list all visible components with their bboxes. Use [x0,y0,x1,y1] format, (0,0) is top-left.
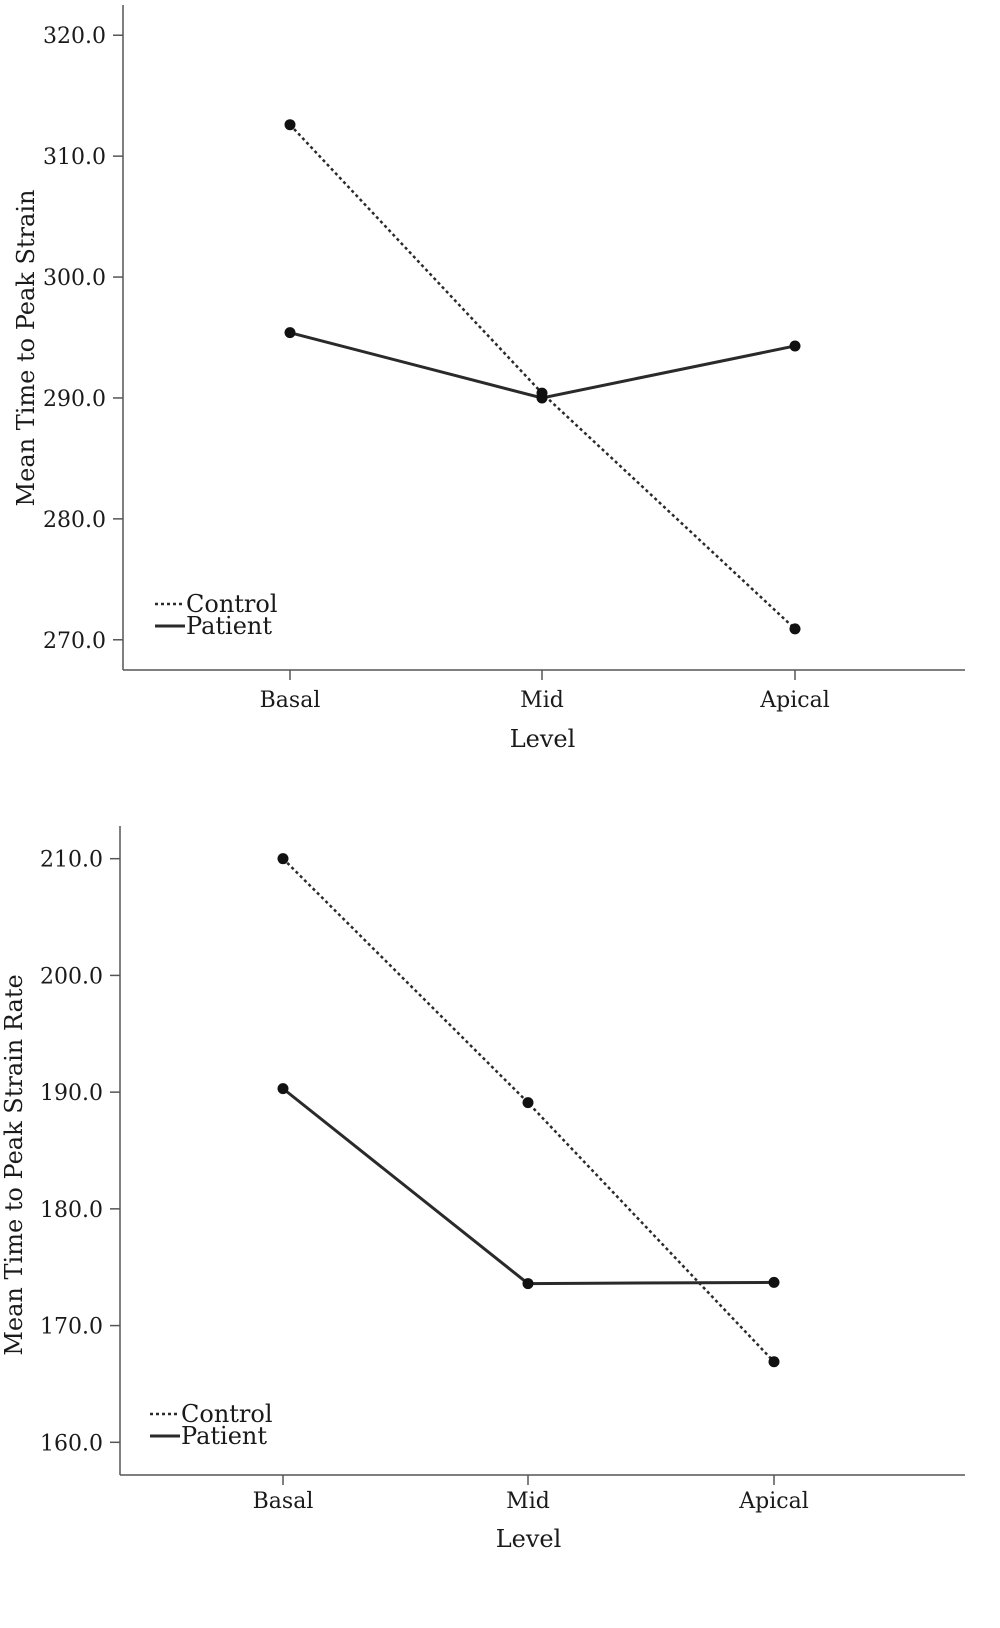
x-tick-label-apical: Apical [759,688,829,713]
data-point-control-basal [284,119,296,131]
data-point-control-apical [768,1356,780,1368]
y-tick-label: 210.0 [40,848,103,873]
y-tick-label: 170.0 [40,1315,103,1340]
y-tick-label: 310.0 [43,145,106,170]
data-point-patient-mid [522,1278,534,1290]
x-tick-label-mid: Mid [520,688,564,713]
y-tick-label: 320.0 [43,24,106,49]
x-tick-label-basal: Basal [260,688,321,713]
y-axis-title: Mean Time to Peak Strain Rate [0,974,28,1355]
chart-1: 270.0 280.0 290.0 300.0 310.0 320.0 Basal Mid Ap… [12,5,965,753]
x-axis-title: Level [496,1525,562,1553]
data-point-patient-apical [768,1276,780,1288]
legend-label-patient: Patient [186,612,272,640]
legend-label-control: Control [181,1400,273,1428]
x-tick-label-mid: Mid [506,1489,550,1514]
data-point-patient-basal [284,327,296,339]
y-tick-label: 190.0 [40,1081,103,1106]
y-tick-label: 200.0 [40,964,103,989]
y-tick-label: 160.0 [40,1431,103,1456]
chart-2: 160.0 170.0 180.0 190.0 200.0 210.0 Basal Mid Ap… [0,826,965,1553]
y-tick-label: 270.0 [43,629,106,654]
x-axis-title: Level [510,725,576,753]
y-tick-label: 290.0 [43,387,106,412]
data-point-patient-basal [277,1083,289,1095]
x-tick-label-apical: Apical [738,1489,808,1514]
series-line-control [289,123,796,630]
x-tick-label-basal: Basal [253,1489,314,1514]
data-point-control-basal [277,853,289,865]
data-point-control-mid [522,1097,534,1109]
y-tick-label: 180.0 [40,1198,103,1223]
legend-label-patient: Patient [181,1422,267,1450]
series-line-patient [282,1087,775,1286]
legend-label-control: Control [186,590,278,618]
data-point-control-apical [789,623,801,635]
series-line-control [282,857,775,1363]
data-point-patient-apical [789,340,801,352]
data-point-patient-mid [536,392,548,404]
y-tick-label: 280.0 [43,508,106,533]
y-axis-title: Mean Time to Peak Strain [12,190,40,507]
y-tick-label: 300.0 [43,266,106,291]
